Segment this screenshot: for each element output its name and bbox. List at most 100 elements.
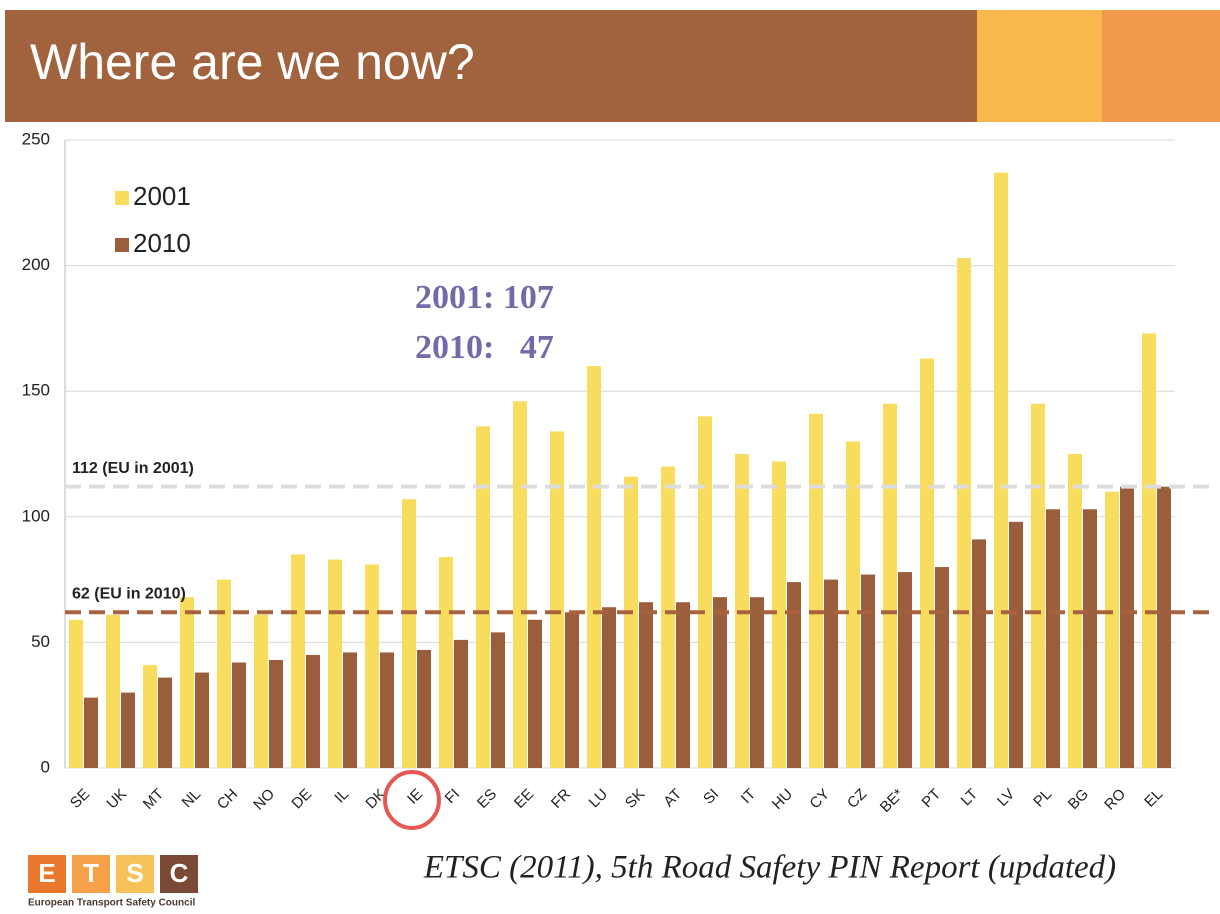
bar xyxy=(291,554,305,768)
logo-letter: S xyxy=(126,858,143,888)
y-tick-label: 100 xyxy=(22,506,50,525)
bar xyxy=(528,619,542,768)
bar xyxy=(713,597,727,768)
x-tick-label: CY xyxy=(806,786,833,813)
bar xyxy=(232,662,246,768)
bar xyxy=(1009,521,1023,768)
bar xyxy=(861,574,875,768)
bar xyxy=(476,426,490,768)
bar xyxy=(343,652,357,768)
logo-square xyxy=(28,855,66,893)
bar xyxy=(565,612,579,768)
y-tick-label: 0 xyxy=(41,757,50,776)
x-tick-label: LV xyxy=(994,786,1018,810)
bar xyxy=(846,441,860,768)
bar xyxy=(883,403,897,768)
annotation: 2001: 107 xyxy=(415,279,554,316)
bar xyxy=(639,602,653,768)
bar xyxy=(1105,491,1119,768)
bar xyxy=(217,579,231,768)
bar xyxy=(380,652,394,768)
x-tick-label: NO xyxy=(250,786,278,814)
bar xyxy=(661,466,675,768)
bar xyxy=(254,614,268,768)
logo-square xyxy=(72,855,110,893)
reference-label: 112 (EU in 2001) xyxy=(72,460,194,477)
x-tick-label: RO xyxy=(1101,786,1129,814)
y-tick-label: 200 xyxy=(22,255,50,274)
bar xyxy=(402,499,416,768)
logo-letter: E xyxy=(38,858,55,888)
bar xyxy=(1142,333,1156,768)
x-tick-label: BG xyxy=(1065,786,1092,813)
legend-swatch xyxy=(115,191,129,205)
bar xyxy=(365,564,379,768)
bar xyxy=(513,401,527,768)
x-tick-label: AT xyxy=(660,786,685,811)
logo-square xyxy=(160,855,198,893)
y-tick-label: 150 xyxy=(22,381,50,400)
bar xyxy=(1120,486,1134,768)
bar xyxy=(84,697,98,768)
bar xyxy=(1083,509,1097,768)
x-tick-label: LU xyxy=(586,786,612,812)
bar xyxy=(439,556,453,768)
bar xyxy=(306,654,320,768)
reference-label: 62 (EU in 2010) xyxy=(72,585,186,602)
logo-letter: T xyxy=(83,858,99,888)
y-tick-label: 50 xyxy=(31,632,50,651)
bar xyxy=(935,567,949,768)
bar xyxy=(143,665,157,768)
bar xyxy=(957,258,971,768)
bar xyxy=(898,572,912,768)
bar xyxy=(1157,486,1171,768)
bar xyxy=(809,413,823,768)
legend-label: 2001 xyxy=(133,181,191,211)
bar xyxy=(587,366,601,768)
logo-caption: European Transport Safety Council xyxy=(28,898,195,909)
x-tick-label: PL xyxy=(1030,786,1055,811)
x-tick-label: FI xyxy=(442,786,463,807)
x-tick-label: PT xyxy=(919,786,945,812)
bar xyxy=(787,582,801,768)
title-banner xyxy=(5,10,977,122)
bar xyxy=(121,692,135,768)
bar xyxy=(69,619,83,768)
source: ETSC (2011), 5th Road Safety PIN Report … xyxy=(423,850,1116,886)
x-tick-label: IT xyxy=(738,786,759,807)
banner-block xyxy=(1102,10,1220,122)
bar xyxy=(417,649,431,768)
bar xyxy=(698,416,712,768)
bar xyxy=(676,602,690,768)
bar xyxy=(269,659,283,768)
logo-square xyxy=(116,855,154,893)
x-tick-label: HU xyxy=(769,786,796,813)
bar xyxy=(328,559,342,768)
slide-title: Where are we now? xyxy=(30,34,475,90)
legend-swatch xyxy=(115,238,129,252)
highlight-circle xyxy=(383,770,441,830)
bar xyxy=(624,476,638,768)
bar xyxy=(195,672,209,768)
bar xyxy=(106,614,120,768)
bar xyxy=(454,639,468,768)
bar xyxy=(158,677,172,768)
x-tick-label: EE xyxy=(511,786,537,812)
x-tick-label: FR xyxy=(548,785,574,811)
x-tick-label: SI xyxy=(700,786,722,808)
bar xyxy=(1031,403,1045,768)
bar xyxy=(824,579,838,768)
annotation: 2010: 47 xyxy=(415,329,554,366)
bar xyxy=(180,597,194,768)
bar xyxy=(750,597,764,768)
x-tick-label: BE* xyxy=(877,786,907,816)
banner-block xyxy=(977,10,1102,122)
y-tick-label: 250 xyxy=(22,129,50,148)
logo-letter: C xyxy=(170,858,189,888)
x-tick-label: MT xyxy=(140,786,167,813)
x-tick-label: CZ xyxy=(844,786,870,812)
bar xyxy=(920,358,934,768)
x-tick-label: NL xyxy=(179,786,205,812)
